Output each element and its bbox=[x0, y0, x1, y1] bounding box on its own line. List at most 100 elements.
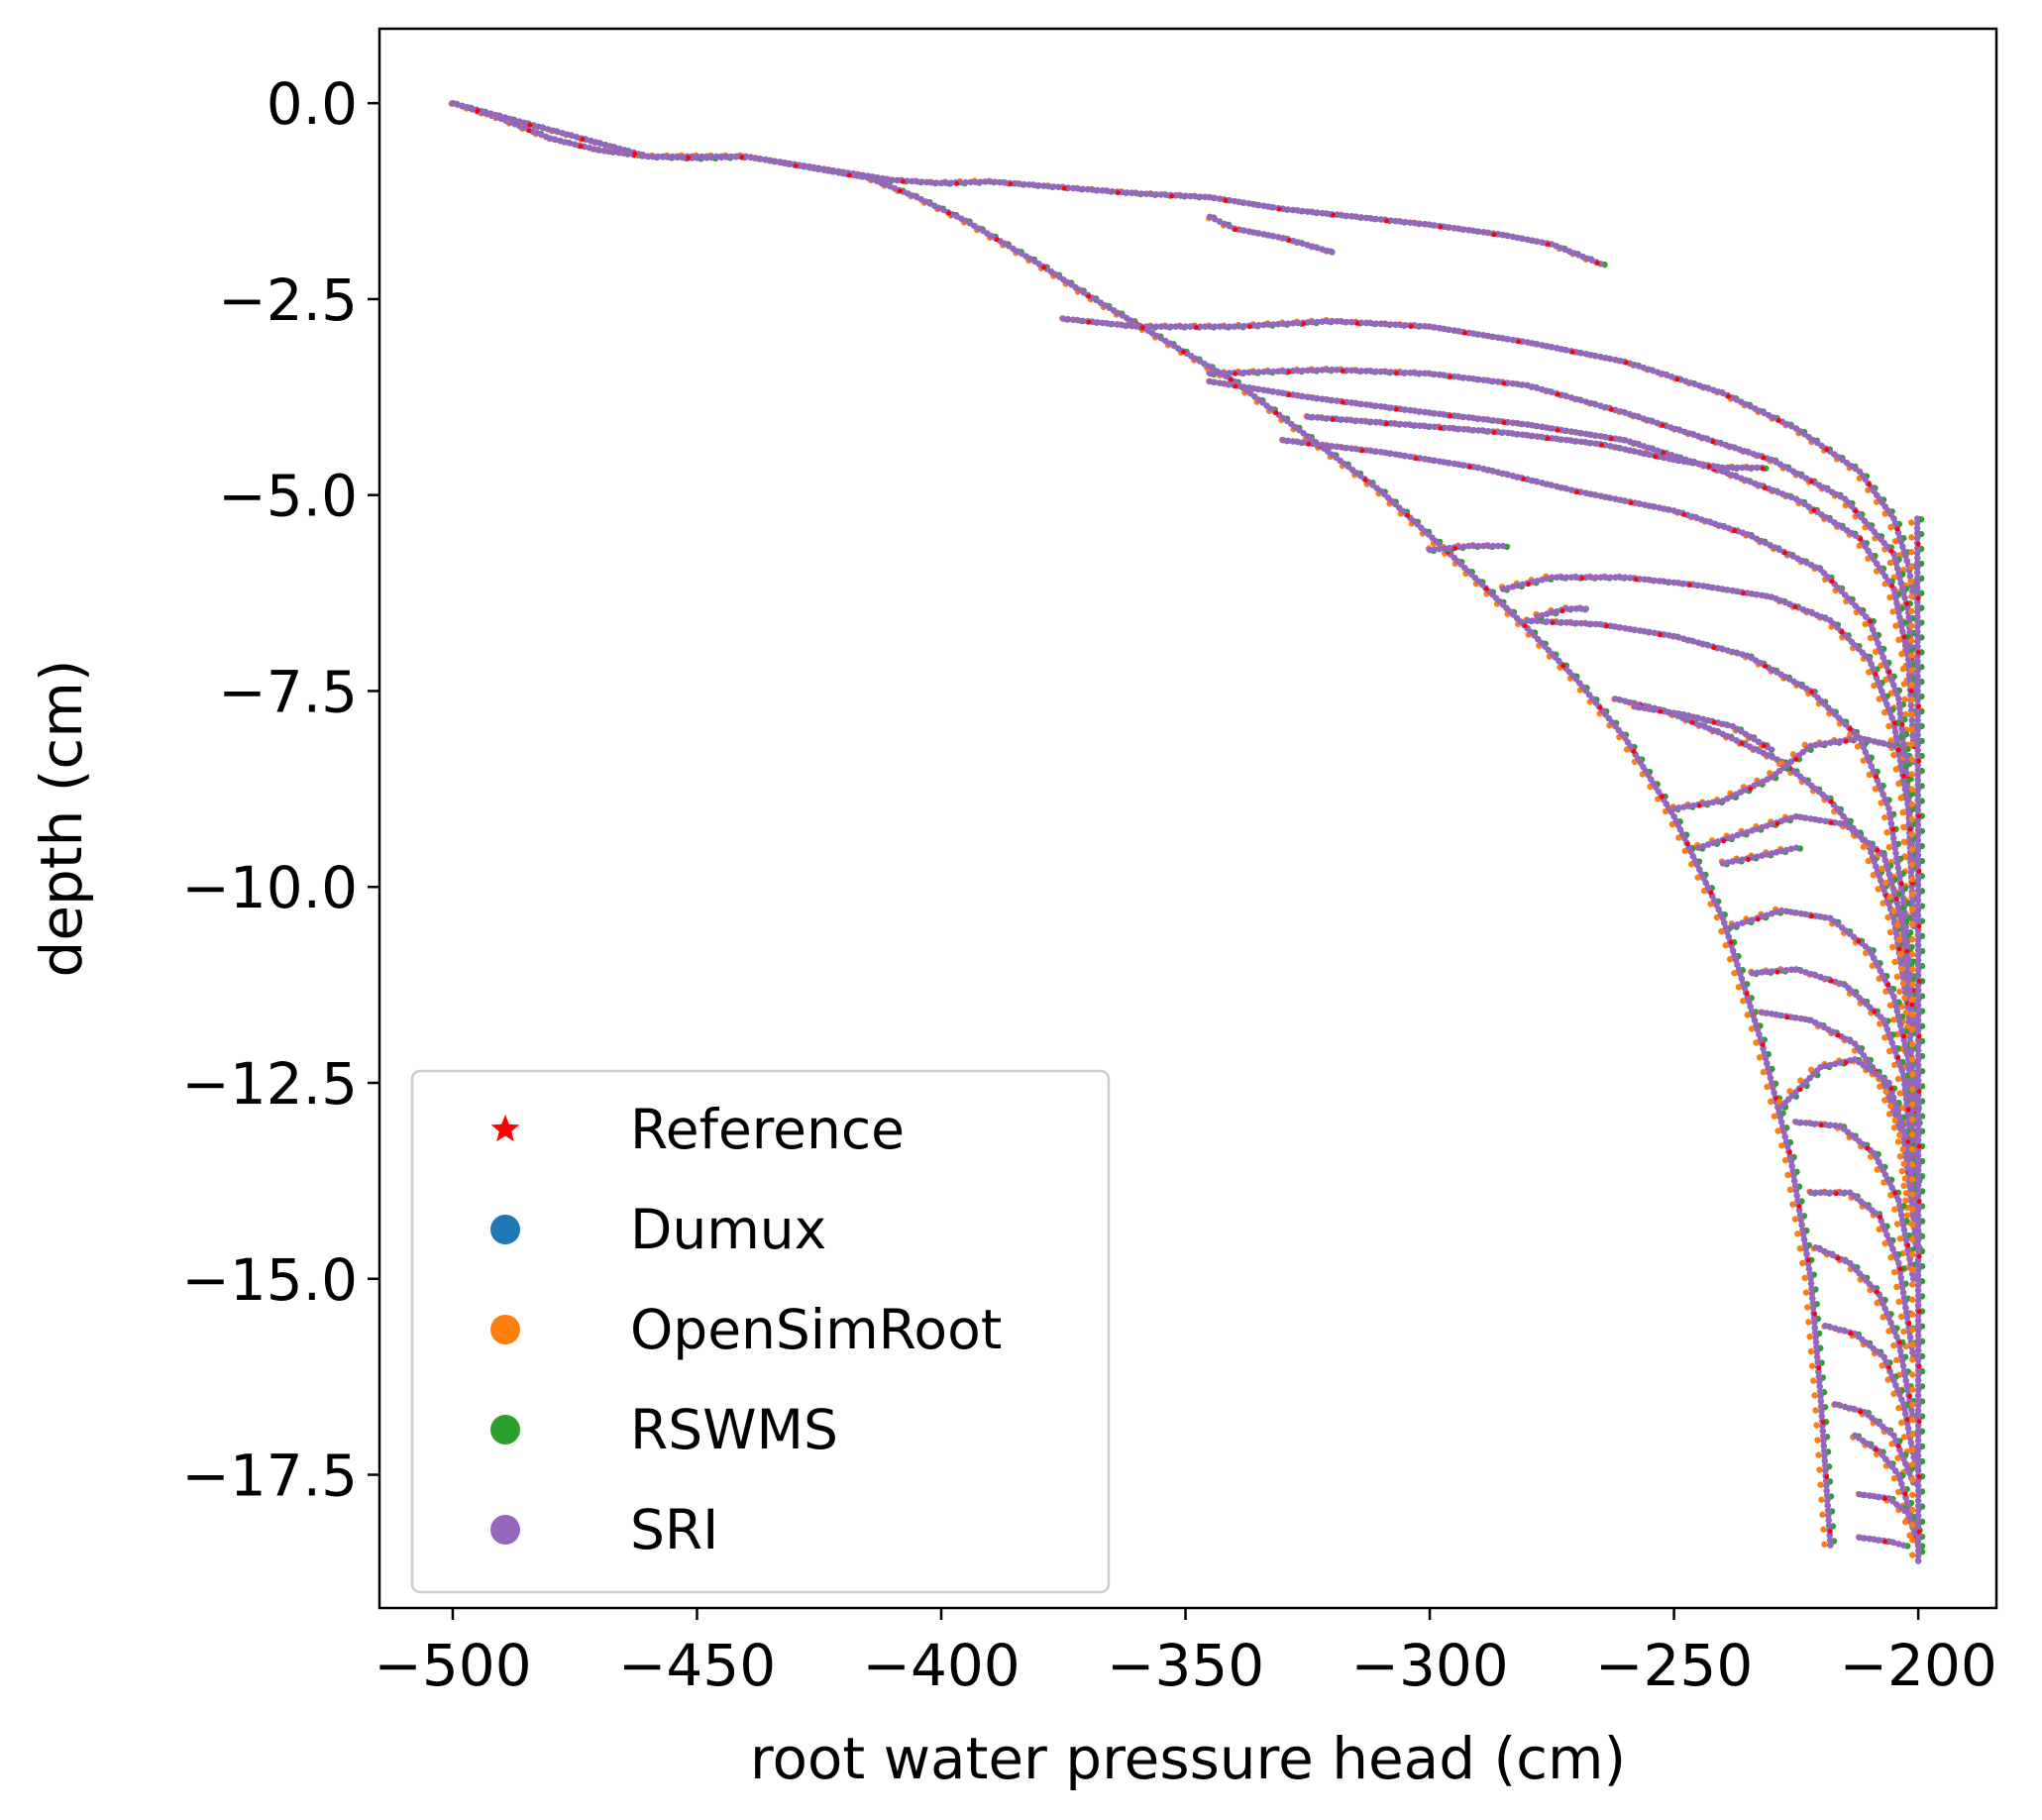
data-point bbox=[1301, 321, 1307, 327]
data-point bbox=[1617, 496, 1624, 503]
data-point bbox=[1905, 671, 1913, 679]
data-point bbox=[1891, 537, 1899, 545]
data-point bbox=[1324, 318, 1331, 325]
data-point bbox=[1646, 628, 1654, 636]
data-point bbox=[1514, 430, 1522, 438]
data-point bbox=[596, 140, 604, 148]
data-point bbox=[1544, 481, 1551, 487]
data-point bbox=[1402, 406, 1409, 413]
data-point bbox=[1896, 613, 1903, 621]
data-point bbox=[1807, 1280, 1815, 1287]
data-point bbox=[1035, 182, 1042, 189]
data-point bbox=[1309, 413, 1316, 421]
data-point bbox=[1661, 631, 1667, 638]
data-point bbox=[1722, 941, 1729, 949]
data-point bbox=[1245, 200, 1252, 207]
data-point bbox=[1567, 619, 1575, 626]
data-point bbox=[1886, 559, 1894, 567]
data-point bbox=[1402, 421, 1409, 428]
data-point bbox=[1587, 352, 1594, 359]
data-point bbox=[1726, 955, 1734, 963]
data-point bbox=[1539, 480, 1546, 486]
data-point bbox=[1187, 323, 1194, 330]
data-point bbox=[703, 153, 710, 161]
data-point bbox=[1896, 1090, 1903, 1097]
data-point bbox=[1617, 624, 1624, 631]
data-point bbox=[1412, 322, 1419, 329]
data-point bbox=[1226, 380, 1234, 388]
data-point bbox=[1579, 576, 1585, 582]
data-point bbox=[1904, 948, 1910, 954]
data-point bbox=[611, 144, 618, 151]
data-point bbox=[1021, 180, 1028, 188]
data-point bbox=[1455, 412, 1462, 420]
data-point bbox=[1265, 203, 1272, 210]
data-point bbox=[1124, 322, 1130, 329]
data-point bbox=[1275, 368, 1282, 375]
data-point bbox=[1367, 320, 1375, 327]
data-point bbox=[825, 167, 832, 174]
data-point bbox=[1446, 326, 1452, 333]
data-point bbox=[1835, 1032, 1841, 1038]
data-point bbox=[1731, 969, 1738, 977]
data-point bbox=[1539, 576, 1546, 584]
data-point bbox=[1739, 741, 1745, 746]
data-point bbox=[1377, 320, 1384, 328]
data-point bbox=[1811, 1320, 1818, 1327]
data-point bbox=[1899, 1146, 1906, 1153]
data-point bbox=[1485, 428, 1492, 435]
data-point bbox=[1524, 476, 1531, 483]
data-point bbox=[1666, 506, 1672, 513]
data-point bbox=[1784, 1171, 1791, 1179]
data-point bbox=[1798, 1222, 1805, 1229]
data-point bbox=[1504, 429, 1512, 437]
data-point bbox=[1529, 422, 1536, 429]
data-point bbox=[1711, 719, 1717, 725]
data-point bbox=[1431, 222, 1439, 229]
data-point bbox=[717, 153, 725, 161]
data-point bbox=[1441, 424, 1449, 431]
data-point bbox=[1891, 728, 1899, 735]
data-point bbox=[1827, 1542, 1834, 1549]
data-point bbox=[1470, 542, 1477, 550]
data-point bbox=[1896, 747, 1901, 753]
data-point bbox=[1739, 464, 1746, 472]
data-point bbox=[1587, 439, 1594, 447]
data-point bbox=[1426, 456, 1434, 464]
data-point bbox=[1299, 439, 1307, 446]
data-point bbox=[1549, 574, 1556, 581]
data-point bbox=[1894, 1138, 1902, 1145]
data-point bbox=[1377, 216, 1384, 223]
data-point bbox=[1314, 244, 1321, 252]
data-point bbox=[1749, 590, 1756, 597]
data-point bbox=[1455, 225, 1462, 233]
data-point bbox=[1794, 1197, 1801, 1204]
data-point bbox=[1562, 619, 1570, 626]
data-point bbox=[669, 153, 677, 161]
data-point bbox=[1895, 609, 1902, 616]
data-point bbox=[1329, 317, 1336, 325]
data-point bbox=[564, 131, 571, 138]
data-point bbox=[1897, 715, 1904, 722]
data-point bbox=[846, 172, 852, 178]
data-point bbox=[1907, 826, 1913, 832]
data-point bbox=[1893, 738, 1900, 745]
data-point bbox=[1900, 681, 1907, 688]
data-point bbox=[1441, 545, 1449, 552]
data-point bbox=[1607, 622, 1614, 629]
data-point bbox=[1306, 441, 1312, 447]
data-point bbox=[1286, 392, 1292, 398]
data-point bbox=[1480, 229, 1487, 236]
data-point bbox=[649, 153, 657, 161]
data-point bbox=[1617, 574, 1624, 581]
data-point bbox=[591, 146, 598, 153]
data-point bbox=[820, 166, 827, 173]
data-point bbox=[1294, 207, 1302, 214]
data-point bbox=[1221, 323, 1229, 330]
data-point bbox=[1367, 368, 1375, 375]
data-point bbox=[1273, 410, 1279, 416]
data-point bbox=[1392, 420, 1399, 427]
data-point bbox=[1818, 1496, 1825, 1503]
data-point bbox=[1821, 1457, 1828, 1464]
data-point bbox=[1407, 370, 1414, 376]
